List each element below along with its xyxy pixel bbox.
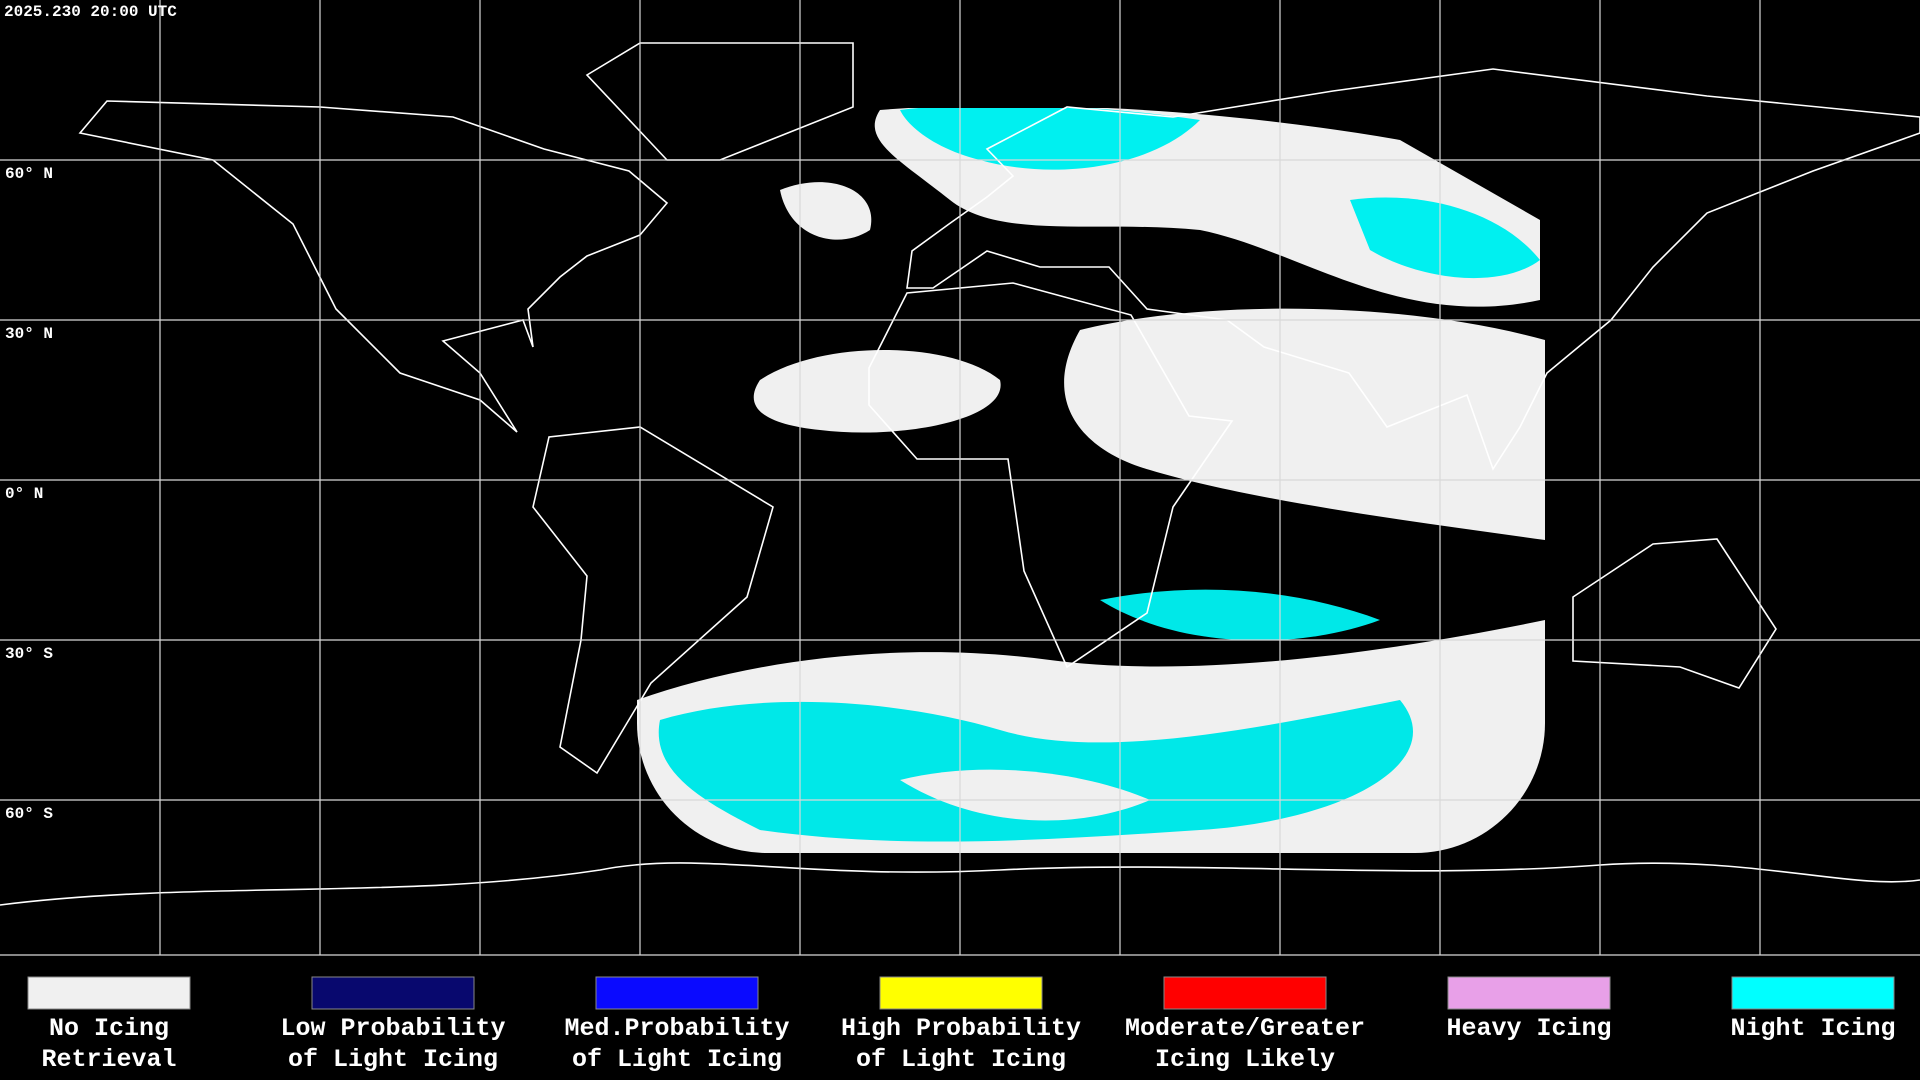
satellite-coverage <box>637 108 1545 853</box>
legend-label: Icing Likely <box>1155 1045 1335 1074</box>
legend-label: of Light Icing <box>572 1045 782 1074</box>
latitude-label: 0° N <box>5 485 43 503</box>
legend-label: of Light Icing <box>288 1045 498 1074</box>
legend-label: Night Icing <box>1730 1014 1895 1043</box>
legend-swatch <box>311 976 475 1010</box>
latitude-label: 60° S <box>5 805 53 823</box>
legend-label: Moderate/Greater <box>1125 1014 1365 1043</box>
latitude-label: 60° N <box>5 165 53 183</box>
legend-swatch <box>1447 976 1611 1010</box>
legend-label: Retrieval <box>41 1045 176 1074</box>
graticule: 60° N 30° N 0° N 30° S 60° S <box>0 0 1920 956</box>
legend-swatch <box>1163 976 1327 1010</box>
legend-swatch <box>27 976 191 1010</box>
legend-swatch <box>879 976 1043 1010</box>
legend-label: No Icing <box>49 1014 169 1043</box>
legend-label: Low Probability <box>280 1014 505 1043</box>
latitude-label: 30° S <box>5 645 53 663</box>
legend-label: of Light Icing <box>856 1045 1066 1074</box>
legend-label: High Probability <box>841 1014 1081 1043</box>
legend-label: Med.Probability <box>564 1014 789 1043</box>
latitude-label: 30° N <box>5 325 53 343</box>
legend-swatch <box>1731 976 1895 1010</box>
timestamp: 2025.230 20:00 UTC <box>4 3 177 21</box>
legend-swatch <box>595 976 759 1010</box>
legend-label: Heavy Icing <box>1446 1014 1611 1043</box>
